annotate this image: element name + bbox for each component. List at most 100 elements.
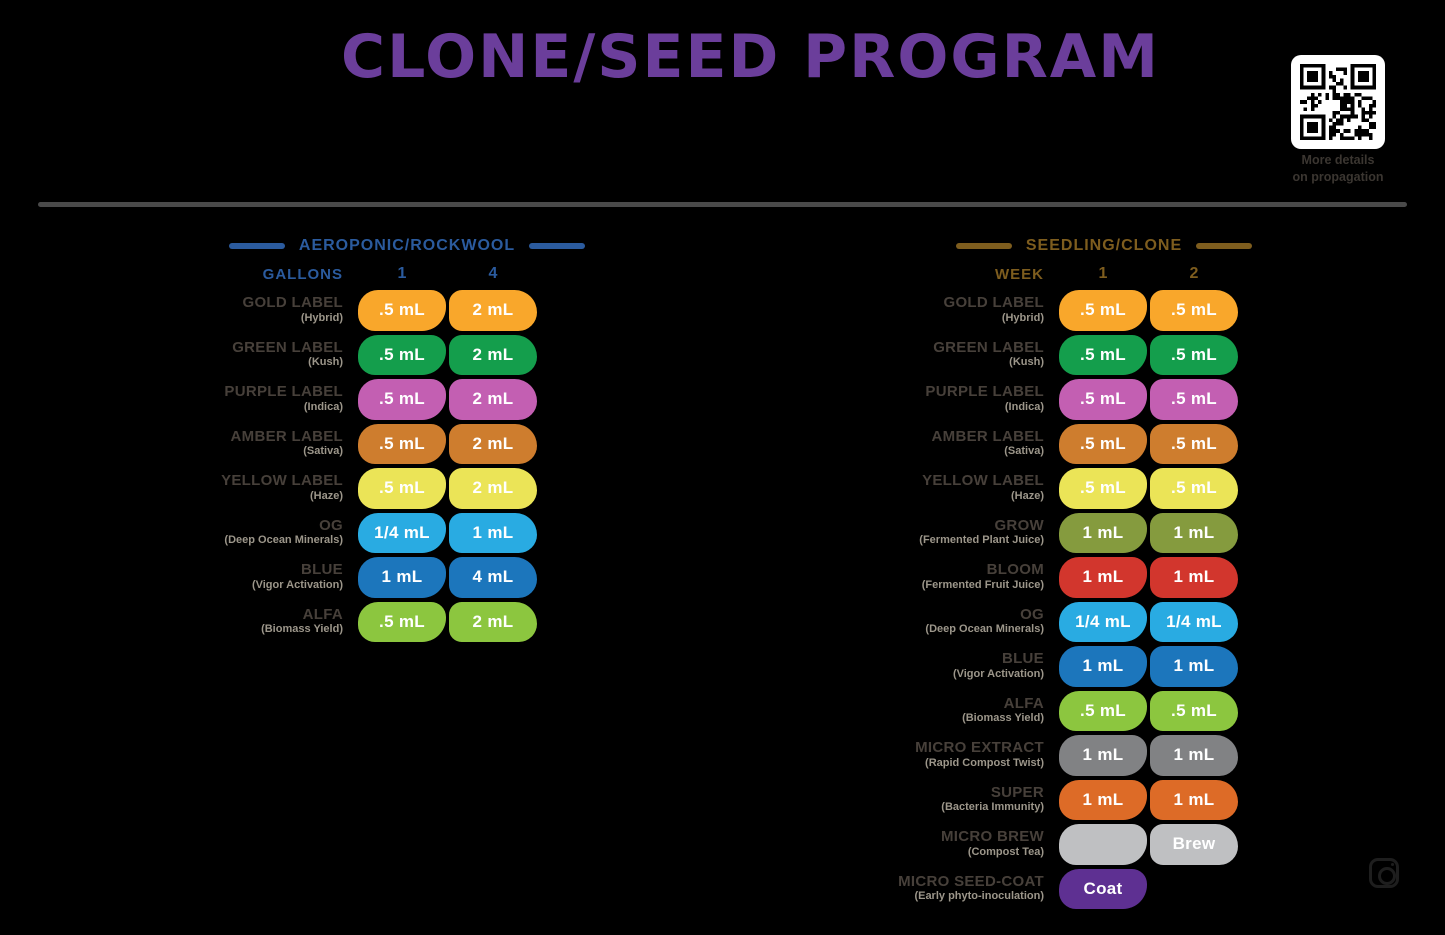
dose-pill: 4 mL xyxy=(449,557,537,598)
dose-pill: 1 mL xyxy=(1059,557,1147,598)
dose-pill: .5 mL xyxy=(358,601,446,642)
row-label: GOLD LABEL (Hybrid) xyxy=(205,290,355,331)
product-subtitle: (Deep Ocean Minerals) xyxy=(224,534,343,547)
product-subtitle: (Hybrid) xyxy=(1001,311,1044,324)
divider-line xyxy=(38,202,1407,207)
product-name: YELLOW LABEL xyxy=(922,472,1044,490)
row-label: MICRO BREW (Compost Tea) xyxy=(866,824,1056,865)
page-title: CLONE/SEED PROGRAM xyxy=(341,22,1160,92)
product-name: AMBER LABEL xyxy=(230,427,343,445)
product-name: MICRO BREW xyxy=(941,828,1044,846)
product-subtitle: (Biomass Yield) xyxy=(261,623,343,636)
dose-pill: .5 mL xyxy=(358,423,446,464)
header-dash-left-icon xyxy=(228,243,285,249)
product-name: PURPLE LABEL xyxy=(224,383,343,401)
product-subtitle: (Vigor Activation) xyxy=(251,578,343,591)
product-subtitle: (Indica) xyxy=(303,400,343,413)
dose-pill: .5 mL xyxy=(1150,468,1238,509)
dose-pill: .5 mL xyxy=(1150,690,1238,731)
unit-label: WEEK xyxy=(995,265,1044,283)
row-label: AMBER LABEL (Sativa) xyxy=(866,424,1056,465)
dose-pill: .5 mL xyxy=(1150,379,1238,420)
product-subtitle: (Fermented Plant Juice) xyxy=(919,534,1044,547)
dose-pill: .5 mL xyxy=(1150,290,1238,331)
product-subtitle: (Sativa) xyxy=(1004,445,1044,458)
row-label: ALFA (Biomass Yield) xyxy=(866,691,1056,732)
dose-pill: 2 mL xyxy=(449,290,537,331)
row-label: OG (Deep Ocean Minerals) xyxy=(866,602,1056,643)
dose-pill: 1 mL xyxy=(449,512,537,553)
product-name: GREEN LABEL xyxy=(933,338,1044,356)
product-name: YELLOW LABEL xyxy=(221,472,343,490)
header-dash-right-icon xyxy=(1196,243,1253,249)
dose-pill: .5 mL xyxy=(358,290,446,331)
row-label: GREEN LABEL (Kush) xyxy=(205,335,355,376)
product-subtitle: (Rapid Compost Twist) xyxy=(925,756,1044,769)
product-name: GREEN LABEL xyxy=(232,338,343,356)
product-name: BLUE xyxy=(300,561,343,579)
dose-pill: 2 mL xyxy=(449,468,537,509)
row-label: PURPLE LABEL (Indica) xyxy=(205,379,355,420)
product-subtitle: (Haze) xyxy=(1010,489,1044,502)
dose-pill: Brew xyxy=(1150,824,1238,865)
dose-pill: 1 mL xyxy=(1150,557,1238,598)
row-label: PURPLE LABEL (Indica) xyxy=(866,379,1056,420)
dose-pill: .5 mL xyxy=(358,334,446,375)
dose-pill: 1 mL xyxy=(1059,735,1147,776)
dose-pill: 2 mL xyxy=(449,379,537,420)
product-name: OG xyxy=(319,516,343,534)
column-number-1: 1 xyxy=(397,265,407,282)
header-dash-left-icon xyxy=(955,243,1012,249)
dose-pill: .5 mL xyxy=(1059,468,1147,509)
dose-pill: .5 mL xyxy=(1059,423,1147,464)
row-label: BLOOM (Fermented Fruit Juice) xyxy=(866,557,1056,598)
product-subtitle: (Vigor Activation) xyxy=(952,667,1044,680)
product-subtitle: (Kush) xyxy=(1009,356,1044,369)
product-subtitle: (Kush) xyxy=(308,356,343,369)
qr-caption-line1: More details xyxy=(1301,153,1375,167)
row-label: AMBER LABEL (Sativa) xyxy=(205,424,355,465)
dose-pill: 1 mL xyxy=(1059,512,1147,553)
dose-pill: .5 mL xyxy=(1059,379,1147,420)
instagram-icon xyxy=(1369,858,1399,888)
dose-pill: .5 mL xyxy=(1150,423,1238,464)
dose-pill: 1/4 mL xyxy=(1059,601,1147,642)
dose-pill: 1 mL xyxy=(1059,779,1147,820)
row-label: GOLD LABEL (Hybrid) xyxy=(866,290,1056,331)
dose-pill: .5 mL xyxy=(1059,290,1147,331)
product-name: SUPER xyxy=(990,783,1044,801)
dose-pill: 1/4 mL xyxy=(358,512,446,553)
qr-caption-line2: on propagation xyxy=(1292,169,1384,184)
product-name: ALFA xyxy=(1003,694,1044,712)
dose-pill: .5 mL xyxy=(1150,334,1238,375)
aeroponic-rockwool-table: AEROPONIC/ROCKWOOL GALLONS 1 4 GOLD LABE… xyxy=(205,236,586,643)
product-subtitle: (Deep Ocean Minerals) xyxy=(925,623,1044,636)
dose-pill: 1 mL xyxy=(358,557,446,598)
product-subtitle: (Bacteria Immunity) xyxy=(941,801,1044,814)
dose-pill: 1 mL xyxy=(1150,735,1238,776)
column-number-1: 1 xyxy=(1098,265,1108,282)
product-subtitle: (Fermented Fruit Juice) xyxy=(921,578,1044,591)
table-title: SEEDLING/CLONE xyxy=(1025,237,1183,254)
product-subtitle: (Biomass Yield) xyxy=(962,712,1044,725)
product-name: MICRO EXTRACT xyxy=(915,739,1044,757)
product-name: AMBER LABEL xyxy=(931,427,1044,445)
row-label: ALFA (Biomass Yield) xyxy=(205,602,355,643)
seedling-clone-table: SEEDLING/CLONE WEEK 1 2 GOLD LABEL (Hybri… xyxy=(866,236,1253,909)
product-name: MICRO SEED-COAT xyxy=(898,872,1044,890)
row-label: YELLOW LABEL (Haze) xyxy=(866,468,1056,509)
product-subtitle: (Compost Tea) xyxy=(967,845,1044,858)
header-dash-right-icon xyxy=(529,243,586,249)
row-label: BLUE (Vigor Activation) xyxy=(205,557,355,598)
column-number-2: 4 xyxy=(488,265,498,282)
row-label: GROW (Fermented Plant Juice) xyxy=(866,513,1056,554)
product-name: GOLD LABEL xyxy=(943,294,1044,312)
row-label: MICRO EXTRACT (Rapid Compost Twist) xyxy=(866,735,1056,776)
product-name: GOLD LABEL xyxy=(242,294,343,312)
product-subtitle: (Haze) xyxy=(309,489,343,502)
unit-label: GALLONS xyxy=(262,265,343,283)
dose-pill: .5 mL xyxy=(358,468,446,509)
dose-pill: 1 mL xyxy=(1059,646,1147,687)
dose-pill: 1 mL xyxy=(1150,779,1238,820)
